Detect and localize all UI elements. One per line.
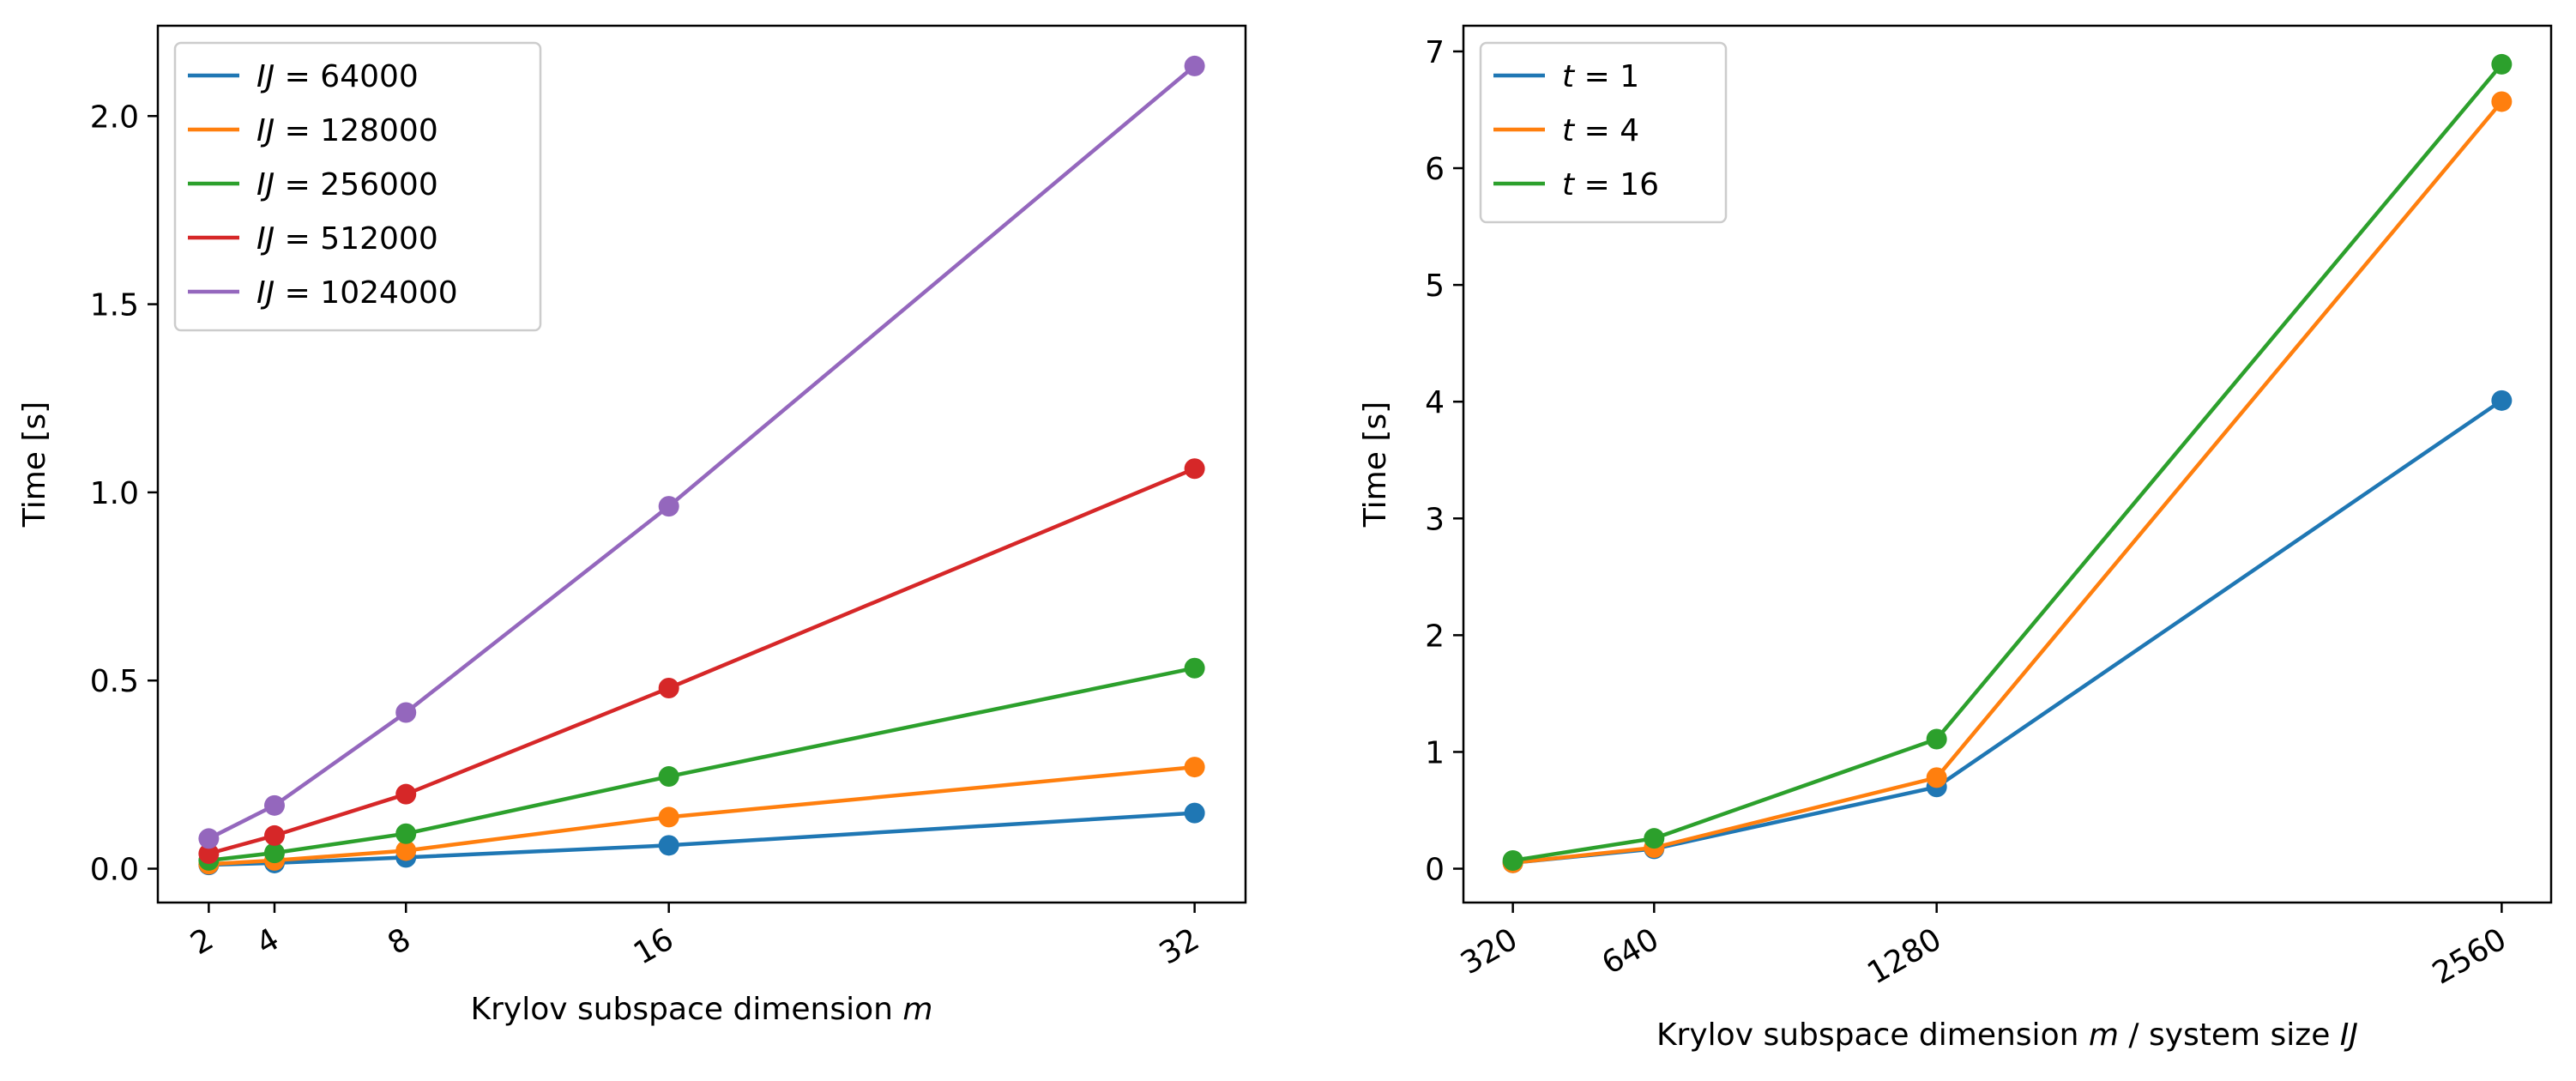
legend-var: IJ [256, 221, 274, 257]
x-axis-label: Krylov subspace dimension m / system siz… [1656, 1018, 2358, 1053]
data-point [1926, 728, 1947, 750]
legend-label: IJ = 128000 [256, 113, 438, 148]
y-tick-label: 7 [1425, 35, 1445, 70]
legend-eq: = [274, 167, 320, 202]
y-tick-label: 0 [1425, 853, 1445, 888]
data-point [658, 677, 679, 698]
data-point [395, 702, 417, 723]
legend-label: IJ = 512000 [256, 221, 438, 257]
data-point [198, 842, 220, 864]
legend-label: IJ = 256000 [256, 167, 438, 202]
legend-value: 1024000 [320, 275, 457, 311]
series-line [1512, 100, 2504, 865]
legend-label: IJ = 64000 [256, 59, 419, 94]
legend-box [173, 41, 542, 332]
x-axis-label-mid: / system size [2119, 1018, 2340, 1053]
y-tick-label: 5 [1425, 269, 1445, 304]
legend-var: t [1562, 167, 1576, 202]
legend-var: IJ [256, 275, 274, 311]
legend-eq: = [274, 275, 320, 311]
y-tick-label: 1 [1425, 735, 1445, 770]
y-axis-label: Time [s] [1358, 402, 1393, 528]
legend-label: t = 4 [1562, 113, 1639, 148]
legend-eq: = [274, 113, 320, 148]
data-point [395, 840, 417, 861]
legend-label: IJ = 1024000 [256, 275, 458, 311]
data-point [2491, 53, 2513, 75]
legend-eq: = [1574, 167, 1620, 202]
legend-value: 512000 [320, 221, 437, 257]
y-tick-label: 3 [1425, 502, 1445, 537]
y-tick-label: 1.0 [90, 476, 139, 511]
legend-var: t [1562, 113, 1576, 148]
data-point [1184, 55, 1205, 76]
y-tick-label: 0.5 [90, 664, 139, 699]
legend-label: t = 16 [1562, 167, 1659, 202]
y-tick-label: 2.0 [90, 100, 139, 135]
legend-var: t [1562, 59, 1576, 94]
y-tick-label: 1.5 [90, 288, 139, 323]
data-point [395, 823, 417, 844]
data-point [658, 806, 679, 828]
x-axis-label-text: Krylov subspace dimension [1656, 1018, 2089, 1053]
data-point [263, 794, 285, 816]
data-point [1184, 657, 1205, 679]
data-point [395, 783, 417, 805]
y-tick-label: 0.0 [90, 853, 139, 888]
data-point [1644, 828, 1665, 849]
legend-value: 4 [1620, 113, 1639, 148]
legend-value: 1 [1620, 59, 1639, 94]
axes-frame [156, 24, 1247, 904]
legend: t = 1t = 4t = 16 [1479, 41, 1728, 224]
data-point [1502, 850, 1523, 872]
data-point [1184, 458, 1205, 480]
legend-label: t = 1 [1562, 59, 1639, 94]
data-point [1184, 757, 1205, 778]
legend-var: IJ [256, 59, 274, 94]
axes-frame [1462, 24, 2553, 904]
series-1024000 [198, 55, 1205, 849]
data-point [658, 835, 679, 856]
y-tick-label: 6 [1425, 152, 1445, 187]
x-axis-label-text: Krylov subspace dimension [471, 992, 903, 1027]
data-point [198, 828, 220, 849]
data-point [1184, 802, 1205, 824]
data-point [658, 766, 679, 788]
legend-value: 128000 [320, 113, 437, 148]
series-line [1512, 63, 2504, 863]
legend-eq: = [274, 59, 320, 94]
legend-value: 16 [1620, 167, 1659, 202]
data-point [263, 824, 285, 846]
data-point [2491, 91, 2513, 112]
legend-var: IJ [256, 167, 274, 202]
x-axis-label-var: m [2089, 1018, 2119, 1053]
legend-var: IJ [256, 113, 274, 148]
series-512000 [198, 458, 1205, 864]
x-axis-label-var2: IJ [2340, 1018, 2358, 1053]
data-point [2491, 390, 2513, 411]
legend-box [1479, 41, 1728, 224]
data-point [1926, 767, 1947, 788]
y-tick-label: 2 [1425, 619, 1445, 654]
data-point [263, 842, 285, 864]
data-point [658, 496, 679, 517]
x-axis-label: Krylov subspace dimension m [471, 992, 933, 1027]
legend-eq: = [274, 221, 320, 257]
series-16 [1502, 53, 2513, 872]
legend-eq: = [1574, 113, 1620, 148]
legend-value: 64000 [320, 59, 419, 94]
legend-eq: = [1574, 59, 1620, 94]
y-axis-label: Time [s] [17, 402, 52, 528]
x-axis-label-var: m [902, 992, 932, 1027]
legend-value: 256000 [320, 167, 437, 202]
y-tick-label: 4 [1425, 385, 1445, 420]
